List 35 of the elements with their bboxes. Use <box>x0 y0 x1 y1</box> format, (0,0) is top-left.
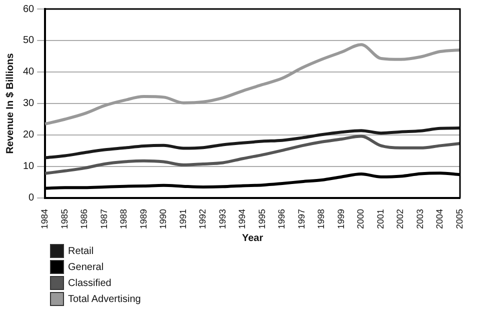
x-tick-label: 1994 <box>237 208 248 230</box>
y-axis-title: Revenue In $ Billions <box>4 52 16 154</box>
y-tick-label: 10 <box>23 161 35 172</box>
x-tick-label: 2004 <box>434 208 445 230</box>
y-tick-label: 40 <box>23 66 35 78</box>
y-tick-label: 50 <box>23 35 35 46</box>
x-tick-label: 1988 <box>118 208 129 230</box>
x-tick-label: 1996 <box>276 208 287 230</box>
y-tick-label: 30 <box>23 98 35 110</box>
x-axis-title: Year <box>242 232 264 244</box>
y-tick-label: 0 <box>28 192 35 204</box>
y-tick-label: 60 <box>23 4 35 15</box>
legend-label: Retail <box>68 246 94 256</box>
x-tick-label: 2002 <box>395 208 406 230</box>
x-tick-label: 1987 <box>98 208 109 230</box>
x-tick-label: 1995 <box>256 208 267 230</box>
x-tick-label: 1999 <box>336 208 346 230</box>
x-tick-label: 2001 <box>375 208 386 230</box>
x-tick-label: 2003 <box>414 208 425 230</box>
legend-label: Total Advertising <box>68 294 141 304</box>
x-tick-label: 2000 <box>356 208 366 230</box>
x-tick-label: 1989 <box>138 208 148 230</box>
x-tick-label: 1986 <box>79 208 90 230</box>
y-tick-label: 20 <box>23 130 35 141</box>
x-tick-label: 1998 <box>316 208 326 230</box>
x-tick-label: 2005 <box>454 208 464 230</box>
x-tick-label: 1984 <box>40 208 50 230</box>
x-tick-label: 1990 <box>158 208 168 230</box>
x-tick-label: 1993 <box>217 208 228 230</box>
x-tick-label: 1991 <box>178 208 188 230</box>
legend-label: Classified <box>68 278 112 288</box>
legend-label: General <box>68 262 104 272</box>
x-tick-label: 1997 <box>296 208 306 230</box>
x-tick-label: 1985 <box>59 208 70 230</box>
x-tick-label: 1992 <box>198 208 208 230</box>
